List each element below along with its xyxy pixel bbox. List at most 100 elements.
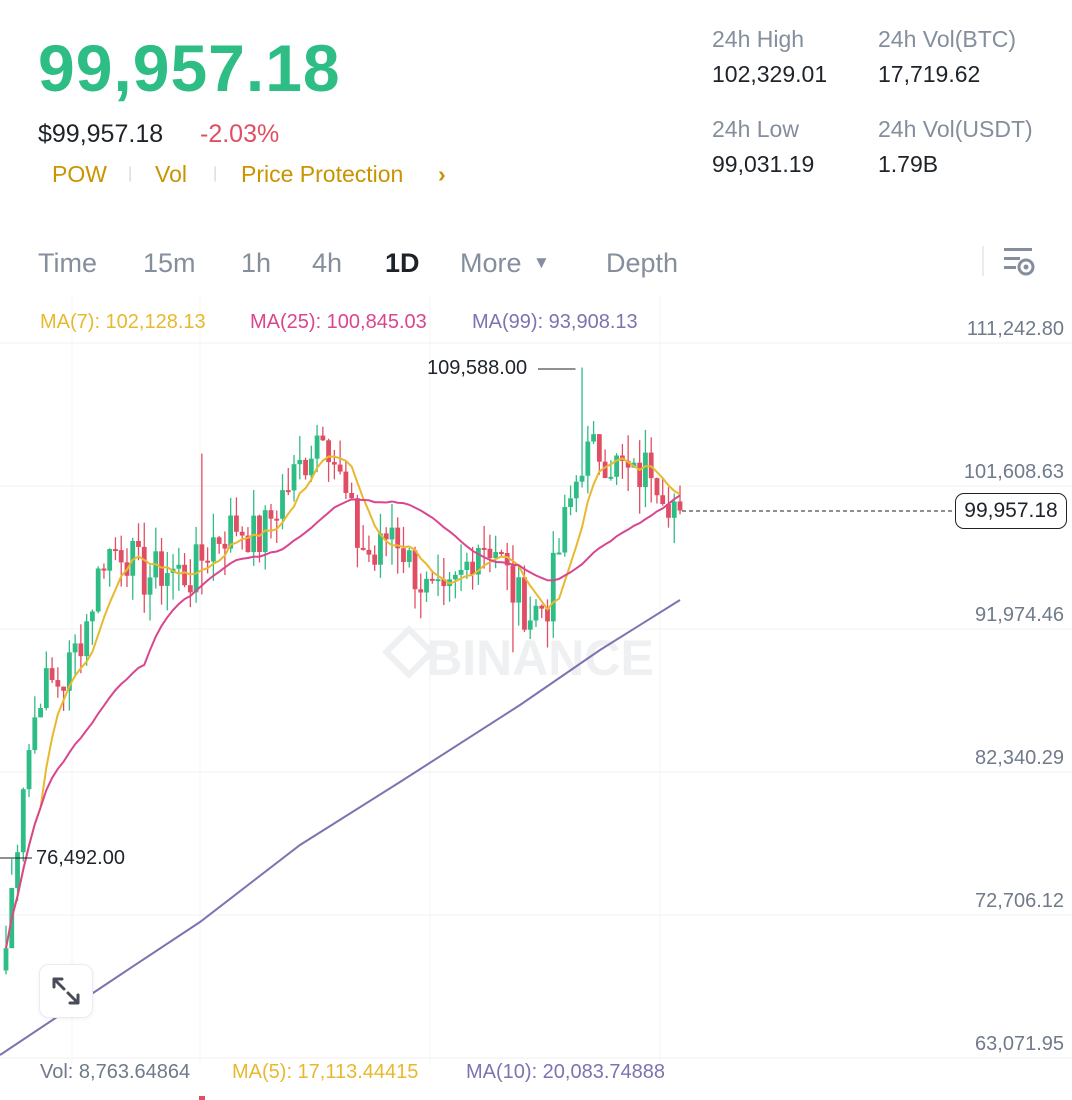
candlestick [568, 498, 573, 508]
tab-more[interactable]: More ▼ [460, 248, 550, 279]
candlestick [539, 605, 545, 609]
candlestick [297, 459, 303, 465]
tag-vol[interactable]: Vol [155, 161, 187, 187]
candlestick [516, 577, 522, 603]
volume-ma10-legend: MA(10): 20,083.74888 [466, 1061, 666, 1083]
current-price-label: 99,957.18 [955, 493, 1067, 529]
tab-depth[interactable]: Depth [606, 248, 679, 278]
candlestick [355, 498, 360, 548]
candlestick [389, 527, 395, 540]
high-marker-line [538, 368, 576, 370]
candlestick [38, 708, 43, 718]
y-axis-label: 72,706.12 [975, 890, 1064, 912]
candlestick [614, 455, 620, 477]
chevron-right-icon[interactable]: › [438, 161, 446, 187]
y-axis-label: 111,242.80 [966, 318, 1064, 340]
stat-24h-low-value: 99,031.19 [712, 151, 815, 177]
stat-24h-vol-btc-label: 24h Vol(BTC) [878, 26, 1017, 52]
candlestick [95, 568, 101, 612]
candlestick [360, 547, 366, 550]
candlestick [401, 548, 406, 562]
candlestick [533, 605, 539, 621]
candlestick [159, 551, 164, 586]
tag-pow[interactable]: POW [52, 161, 107, 187]
candlestick [90, 611, 95, 622]
candlestick [72, 643, 78, 653]
candlestick [378, 533, 383, 565]
stat-24h-low-label: 24h Low [712, 116, 799, 142]
tab-15m[interactable]: 15m [143, 248, 196, 278]
candlestick [671, 501, 677, 518]
tab-1h[interactable]: 1h [241, 248, 272, 278]
candlestick [441, 579, 447, 587]
candlestick [193, 544, 199, 593]
last-price: 99,957.18 [38, 31, 341, 105]
tab-1d[interactable]: 1D [385, 248, 420, 278]
candlestick [308, 458, 314, 476]
candlestick [268, 510, 274, 519]
tab-4h[interactable]: 4h [312, 248, 343, 278]
candlestick [493, 552, 499, 559]
candlestick [435, 579, 441, 582]
expand-arrows-icon[interactable] [39, 964, 93, 1018]
candlestick [666, 504, 671, 518]
candlestick [101, 568, 107, 571]
tab-divider [982, 246, 984, 276]
candlestick [210, 537, 216, 562]
candlestick [660, 495, 666, 505]
candlestick [349, 493, 355, 499]
candlestick [216, 537, 222, 544]
candlestick [314, 435, 320, 459]
candlestick [15, 852, 20, 888]
candlestick [26, 750, 32, 790]
chart-settings-icon[interactable] [1000, 244, 1038, 280]
candlestick [274, 518, 280, 521]
candlestick [239, 531, 245, 536]
candlestick [245, 535, 251, 553]
y-axis-label: 101,608.63 [963, 461, 1064, 483]
candlestick [406, 550, 412, 562]
candlestick [130, 540, 136, 576]
candlestick [591, 434, 596, 442]
candlestick [182, 564, 187, 586]
candlestick [602, 461, 608, 479]
tag-price-protection[interactable]: Price Protection [241, 161, 404, 187]
candlestick [291, 464, 297, 491]
candlestick [475, 547, 481, 575]
candlestick [424, 578, 429, 593]
caret-down-icon: ▼ [533, 253, 550, 272]
candlestick [187, 585, 193, 593]
candlestick [331, 462, 337, 465]
candlestick [585, 441, 591, 476]
candlestick [418, 589, 424, 593]
candlestick [66, 652, 72, 691]
candlestick [596, 434, 602, 462]
y-axis-label: 82,340.29 [975, 747, 1064, 769]
tag-separator: | [213, 165, 218, 182]
stat-24h-vol-usdt-label: 24h Vol(USDT) [878, 116, 1033, 142]
tab-time[interactable]: Time [38, 248, 97, 278]
volume-bar [199, 1096, 205, 1100]
candlestick [164, 573, 170, 586]
candlestick [504, 552, 510, 566]
candlestick [49, 668, 55, 681]
stat-24h-high-value: 102,329.01 [712, 61, 828, 87]
candlestick [78, 643, 84, 657]
candlestick [205, 560, 211, 563]
candlestick [113, 549, 118, 552]
candlestick [280, 490, 285, 519]
candlestick-chart[interactable]: BINANCE [0, 295, 1072, 1100]
y-axis-label: 63,071.95 [975, 1033, 1064, 1055]
stat-24h-vol-btc-value: 17,719.62 [878, 61, 981, 87]
candlestick [118, 550, 124, 563]
candlestick [199, 544, 205, 561]
candlestick [412, 550, 418, 590]
volume-ma5-legend: MA(5): 17,113.44415 [232, 1061, 419, 1083]
candlestick [320, 435, 326, 441]
candlestick [107, 549, 113, 571]
tab-more-label: More [460, 248, 522, 278]
candlestick [654, 478, 660, 496]
candlestick [643, 452, 648, 488]
candlestick [550, 552, 556, 622]
candlestick [464, 561, 470, 571]
